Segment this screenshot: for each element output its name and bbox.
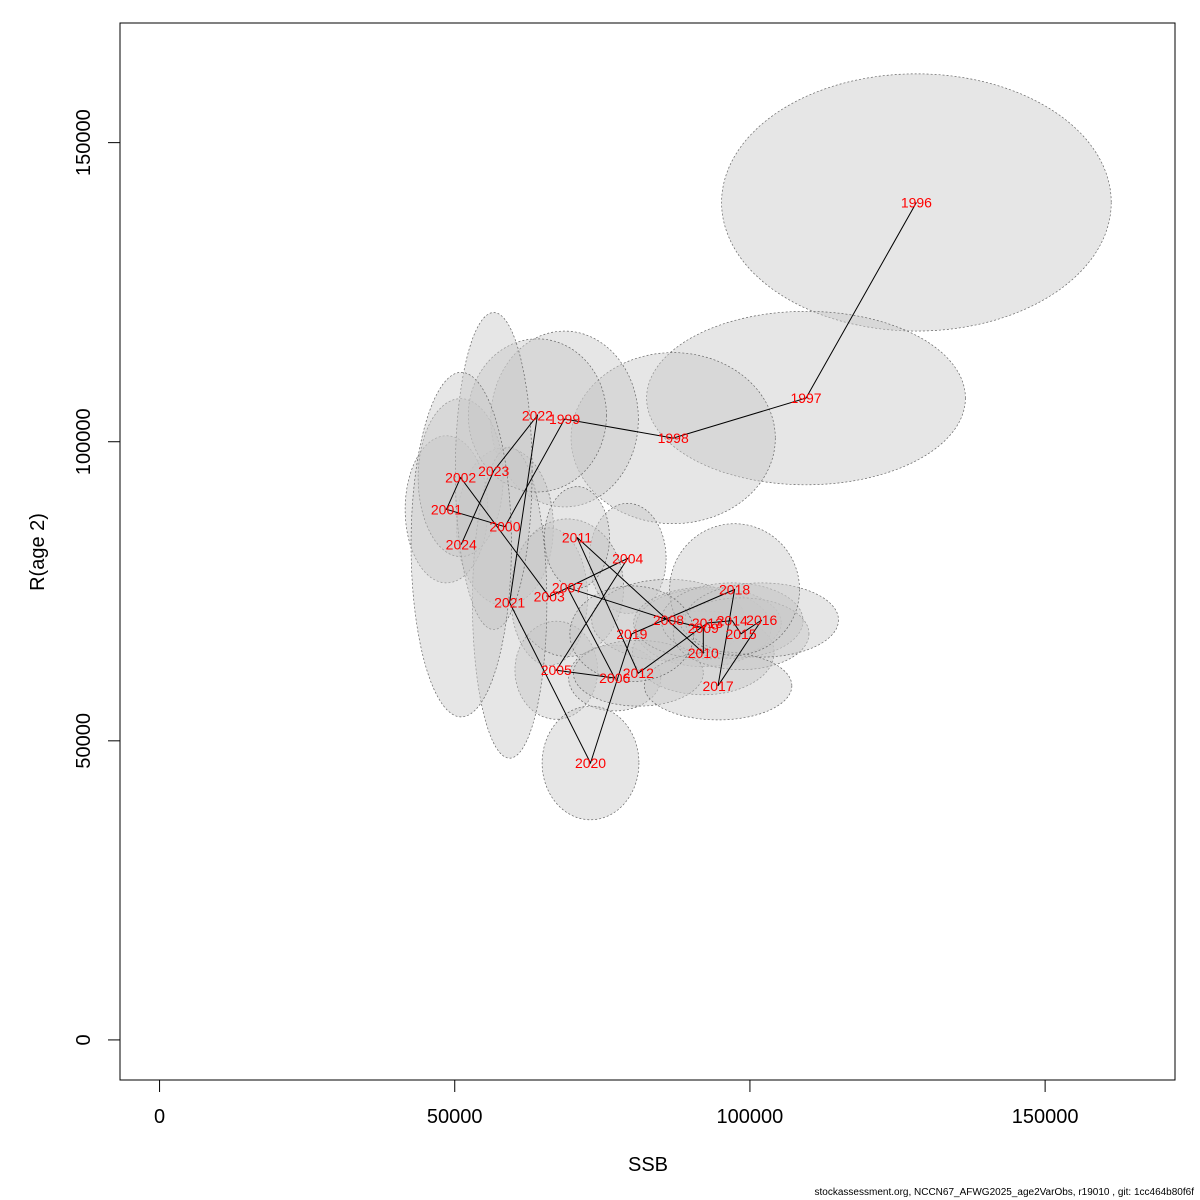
point-label-1998: 1998 (658, 430, 689, 446)
point-label-2010: 2010 (688, 645, 719, 661)
point-label-2015: 2015 (725, 626, 756, 642)
confidence-ellipses (404, 73, 1112, 821)
point-label-2006: 2006 (599, 670, 630, 686)
point-label-2003: 2003 (534, 589, 565, 605)
footer-credit: stockassessment.org, NCCN67_AFWG2025_age… (814, 1187, 1194, 1198)
x-tick-label-100000: 100000 (717, 1106, 784, 1128)
x-axis-title: SSB (628, 1154, 668, 1176)
point-label-2011: 2011 (562, 529, 592, 545)
point-label-1997: 1997 (790, 390, 821, 406)
x-tick-label-50000: 50000 (427, 1106, 483, 1128)
point-label-2000: 2000 (489, 519, 520, 535)
y-tick-label-0: 0 (73, 1034, 95, 1045)
point-label-2001: 2001 (431, 501, 462, 517)
y-axis: 0 50000 100000 150000 (73, 109, 121, 1045)
point-label-2012: 2012 (623, 665, 654, 681)
x-tick-label-0: 0 (154, 1106, 165, 1128)
point-label-2020: 2020 (575, 755, 606, 771)
ellipse-1996 (721, 73, 1112, 332)
point-label-2014: 2014 (717, 613, 748, 629)
point-label-1996: 1996 (901, 194, 932, 210)
point-label-2008: 2008 (653, 612, 684, 628)
point-label-2005: 2005 (541, 662, 572, 678)
trajectory-line (445, 202, 917, 765)
point-label-2019: 2019 (616, 626, 647, 642)
x-tick-label-150000: 150000 (1012, 1106, 1079, 1128)
x-axis: 0 50000 100000 150000 (154, 1079, 1079, 1128)
year-labels: 1996 1997 1998 1999 2000 2001 2002 2003 2004 2005… (431, 194, 932, 771)
point-label-2009: 2009 (688, 620, 719, 636)
y-tick-label-50000: 50000 (73, 713, 95, 769)
point-label-2021: 2021 (494, 595, 525, 611)
trajectory-lines (445, 202, 917, 765)
point-label-2024: 2024 (446, 537, 477, 553)
point-label-2023: 2023 (478, 463, 509, 479)
y-tick-label-150000: 150000 (73, 109, 95, 176)
point-label-2016: 2016 (746, 612, 777, 628)
point-label-2007: 2007 (552, 580, 583, 596)
point-label-2018: 2018 (719, 581, 750, 597)
y-tick-label-100000: 100000 (73, 408, 95, 475)
point-label-1999: 1999 (549, 411, 580, 427)
point-label-2017: 2017 (702, 678, 733, 694)
point-label-2022: 2022 (522, 407, 553, 423)
point-label-2013: 2013 (692, 615, 723, 631)
point-label-2002: 2002 (445, 470, 476, 486)
y-axis-title: R(age 2) (27, 513, 49, 591)
point-label-2004: 2004 (612, 550, 643, 566)
ellipse-2024 (410, 371, 512, 718)
